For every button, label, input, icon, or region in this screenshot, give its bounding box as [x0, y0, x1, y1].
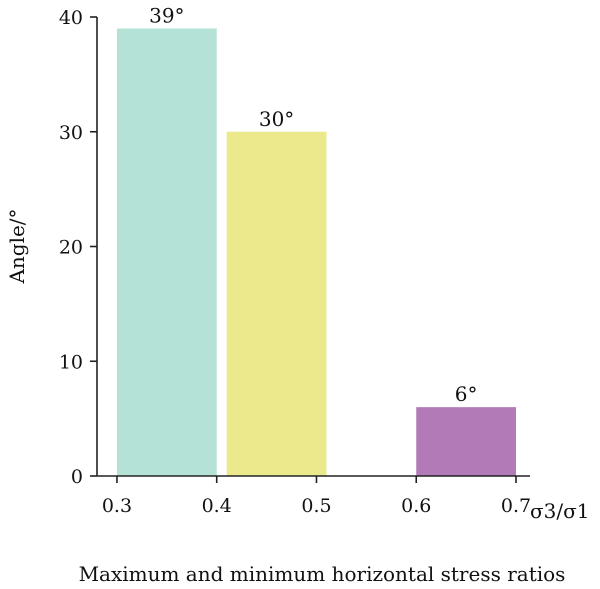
- y-tick-label-10: 10: [59, 351, 83, 373]
- x-axis-unit-label: σ3/σ1: [530, 499, 590, 523]
- x-tick-label-0.5: 0.5: [301, 495, 331, 517]
- bars-layer: [116, 28, 516, 476]
- y-tick-label-0: 0: [71, 466, 83, 488]
- x-tick-label-0.6: 0.6: [401, 495, 431, 517]
- y-tick-label-40: 40: [59, 7, 83, 29]
- bar-1: [116, 28, 217, 476]
- y-tick-label-30: 30: [59, 122, 83, 144]
- y-ticks-layer: 0 10 20 30 40: [59, 7, 97, 488]
- y-axis-title: Angle/°: [5, 208, 29, 284]
- x-ticks-layer: 0.3 0.4 0.5 0.6 0.7: [102, 476, 531, 517]
- data-label-bar-2: 30°: [259, 107, 294, 131]
- data-label-bar-1: 39°: [149, 3, 184, 27]
- x-tick-label-0.4: 0.4: [202, 495, 232, 517]
- y-tick-label-20: 20: [59, 237, 83, 259]
- x-tick-label-0.3: 0.3: [102, 495, 132, 517]
- x-axis-title: Maximum and minimum horizontal stress ra…: [79, 562, 566, 586]
- data-label-bar-3: 6°: [455, 382, 478, 406]
- bar-2: [226, 131, 327, 476]
- bar-3: [416, 407, 516, 476]
- x-tick-label-0.7: 0.7: [501, 495, 531, 517]
- data-labels-layer: 39° 30° 6°: [149, 3, 477, 406]
